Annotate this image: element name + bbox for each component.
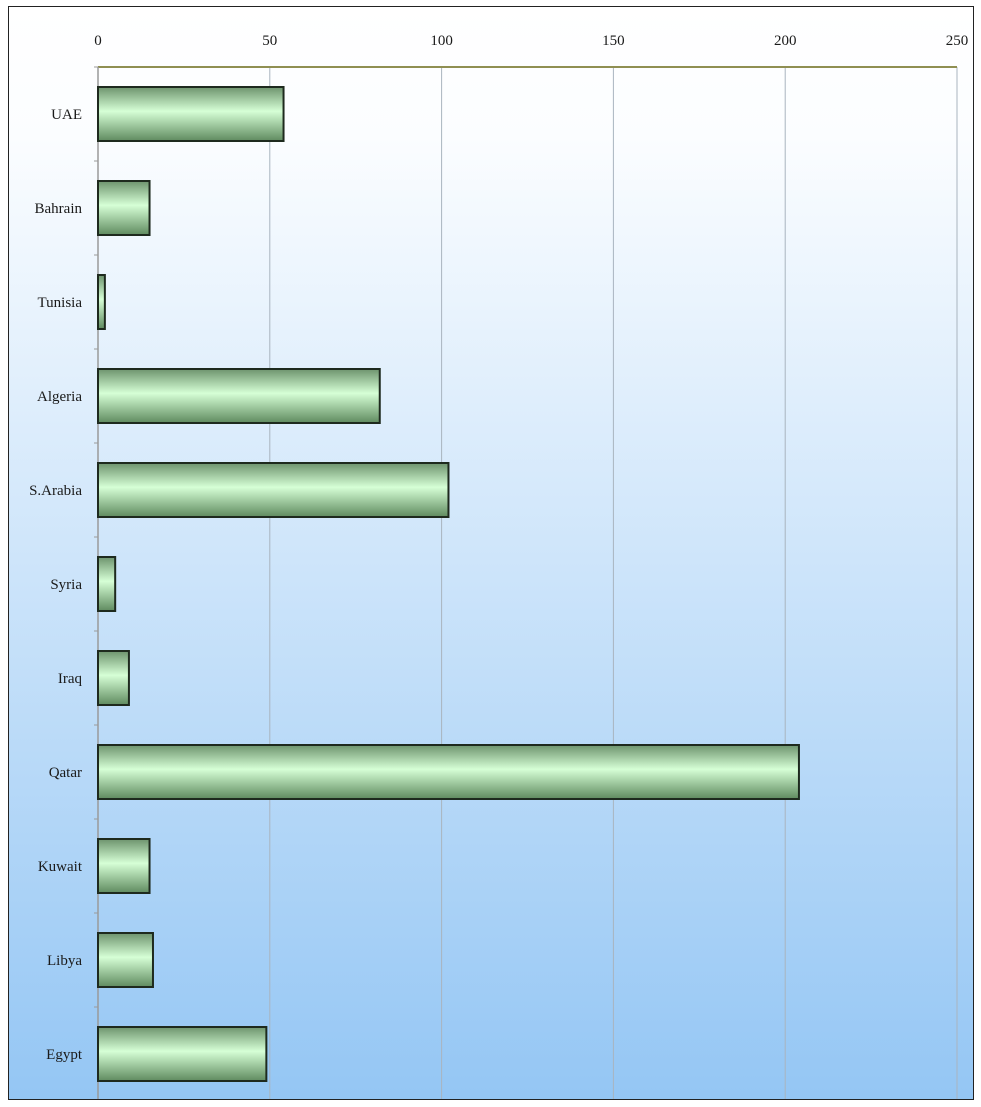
bar-tunisia bbox=[97, 274, 106, 330]
x-tick-label: 200 bbox=[774, 33, 797, 49]
chart-frame: 0 50 100 150 200 250 UAE Bahrain Tunisia Algeria S… bbox=[8, 6, 974, 1100]
x-tick-label: 250 bbox=[946, 33, 969, 49]
category-label: UAE bbox=[51, 107, 82, 123]
x-tick-label: 50 bbox=[262, 33, 277, 49]
category-label: Tunisia bbox=[38, 295, 83, 311]
category-label: Syria bbox=[50, 577, 82, 593]
chart-background bbox=[9, 7, 973, 1099]
category-label: Algeria bbox=[37, 389, 82, 405]
category-label: Kuwait bbox=[38, 859, 83, 875]
bar-bahrain bbox=[97, 180, 151, 236]
bars bbox=[97, 86, 800, 1082]
bar-iraq bbox=[97, 650, 130, 706]
category-label: Libya bbox=[47, 953, 82, 969]
bar-uae bbox=[97, 86, 285, 142]
bar-chart: 0 50 100 150 200 250 UAE Bahrain Tunisia Algeria S… bbox=[9, 7, 973, 1099]
labels: 0 50 100 150 200 250 UAE Bahrain Tunisia Algeria S… bbox=[29, 33, 968, 1063]
category-label: S.Arabia bbox=[29, 483, 82, 499]
x-tick-label: 100 bbox=[430, 33, 453, 49]
category-label: Qatar bbox=[49, 765, 82, 781]
bar-algeria bbox=[97, 368, 381, 424]
category-label: Egypt bbox=[46, 1047, 83, 1063]
bar-qatar bbox=[97, 744, 800, 800]
category-label: Bahrain bbox=[35, 201, 83, 217]
x-tick-label: 150 bbox=[602, 33, 625, 49]
category-label: Iraq bbox=[58, 671, 83, 687]
bar-egypt bbox=[97, 1026, 268, 1082]
bar-libya bbox=[97, 932, 154, 988]
gridlines bbox=[269, 67, 958, 1099]
bar-s-arabia bbox=[97, 462, 450, 518]
bar-kuwait bbox=[97, 838, 151, 894]
x-tick-label: 0 bbox=[94, 33, 102, 49]
bar-syria bbox=[97, 556, 117, 612]
